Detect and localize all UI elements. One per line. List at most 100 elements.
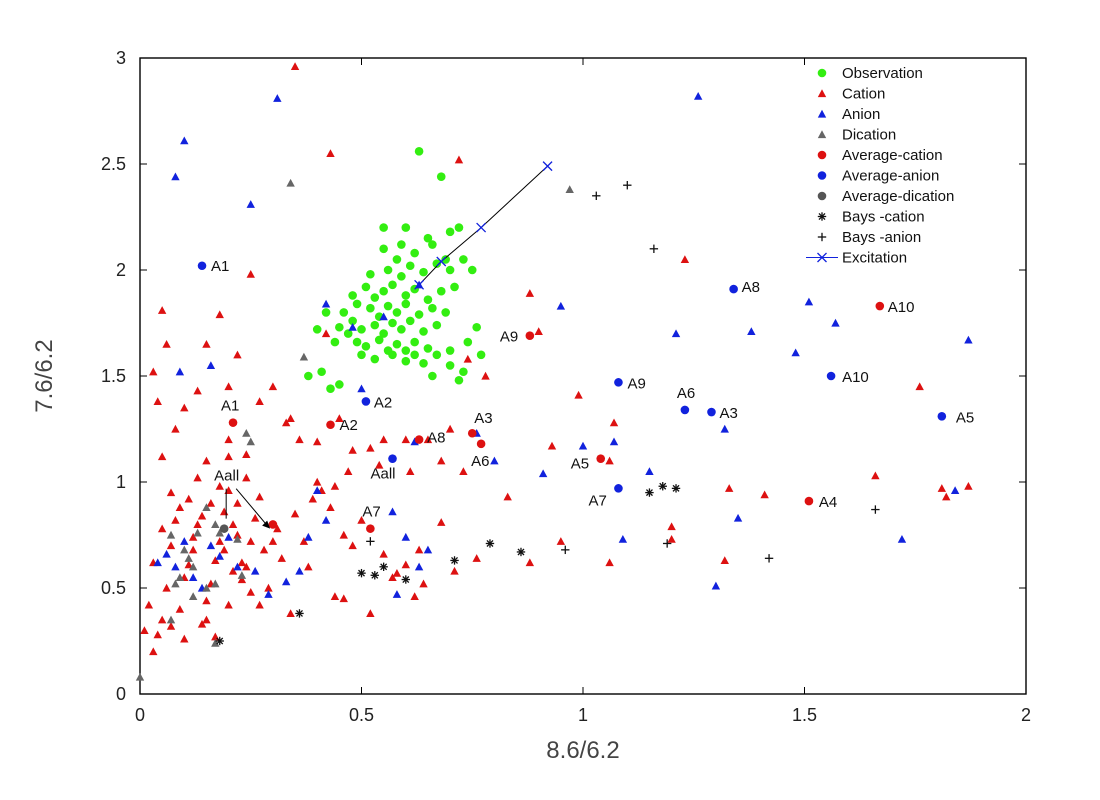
annotation-label: A10 [888,299,915,316]
legend: Observation Cation Anion Dication Average-ca… [806,65,954,267]
observation-point [383,265,393,275]
legend-label: Observation [842,65,923,82]
annotation-label: A2 [339,417,357,434]
observation-point [454,223,464,232]
average-anion-point [680,405,690,415]
anion-point [950,486,960,495]
aall-pointer-line [235,488,269,527]
annotations: A1 A1 A2 A2 A3 A3 A4 A5 A5 A6 A6 A7 A7 A8 A8 A9 A9 A10 A10… [211,258,974,529]
anion-point [206,361,216,369]
cation-point [357,515,366,524]
cation-point [445,424,455,433]
legend-entry: Observation [817,65,923,82]
observation-point [348,291,357,300]
cation-point [503,492,512,501]
observation-point [401,346,411,355]
cation-point [206,499,216,507]
dication-point [237,571,247,579]
observation-point [423,344,433,353]
average-cation-point [467,428,477,438]
cation-point [724,484,734,492]
observation-point [436,286,446,296]
anion-point [720,424,729,433]
cation-point [162,583,171,592]
cation-point [224,452,233,461]
average-cation-point [476,439,486,449]
x-tick-label: 0 [135,705,145,725]
cation-point [188,532,198,541]
anion-point [153,558,162,567]
anion-point [188,573,198,581]
cation-point [259,545,269,554]
dication-point [565,185,574,194]
observation-point [436,172,446,182]
legend-marker [817,191,827,201]
annotation-label: A6 [471,453,489,470]
legend-entry: Dication [817,127,896,144]
cation-point [153,397,162,406]
bays-anion-point [871,505,880,514]
observation-point [361,342,371,351]
observation-point [414,146,424,156]
cation-point [197,511,207,520]
anion-point [246,200,255,208]
cation-point [605,558,614,567]
legend-marker [817,68,827,78]
dication-point [135,672,145,681]
cation-point [534,327,543,336]
bays-cation-point [658,482,667,491]
cation-point [255,397,264,406]
cation-point [313,477,322,486]
cation-point [459,467,468,475]
annotation-label: Aall [371,466,396,483]
legend-entry: Average-cation [817,147,943,164]
anion-point [645,467,654,475]
dication-point [211,579,220,588]
cation-point [454,155,464,164]
anion-point [304,532,313,541]
y-tick-label: 2.5 [101,154,126,174]
x-tick-label: 0.5 [349,705,374,725]
cation-point [228,566,238,575]
cation-point [326,149,335,157]
legend-label: Average-cation [842,147,943,164]
cation-point [330,592,340,601]
cation-point [268,537,278,545]
bays-anion-point [623,181,632,190]
annotation-label: A3 [719,405,737,422]
excitation-point [414,279,425,290]
cation-point [224,382,233,391]
observation-point [432,320,442,330]
cation-point [193,386,202,395]
x-tick-label: 2 [1021,705,1031,725]
annotation-label: A4 [819,494,837,511]
observation-point [392,339,402,349]
observation-point [388,280,397,290]
anion-point [348,323,357,331]
cation-point [166,488,176,497]
average-cation-point [596,454,606,463]
observation-point [321,308,331,317]
cation-point [339,594,348,603]
cation-point [463,354,473,363]
observation-point [352,337,362,347]
cation-point [246,537,255,545]
dication-point [211,520,220,528]
average-anion-point [197,261,207,271]
cation-point [224,486,233,495]
observation-point [441,308,450,317]
cation-point [149,367,158,376]
cation-point [419,579,428,588]
anion-point [321,299,331,308]
bays-anion-point [561,545,570,555]
observation-point [370,354,380,364]
series-average-cation [228,301,885,533]
anion-point [556,301,566,310]
anion-point [357,384,366,393]
cation-point [215,482,224,490]
cation-point [224,435,233,444]
series-anion [153,91,973,598]
anion-point [618,535,628,543]
cation-point [472,554,481,562]
anion-point [175,367,185,376]
